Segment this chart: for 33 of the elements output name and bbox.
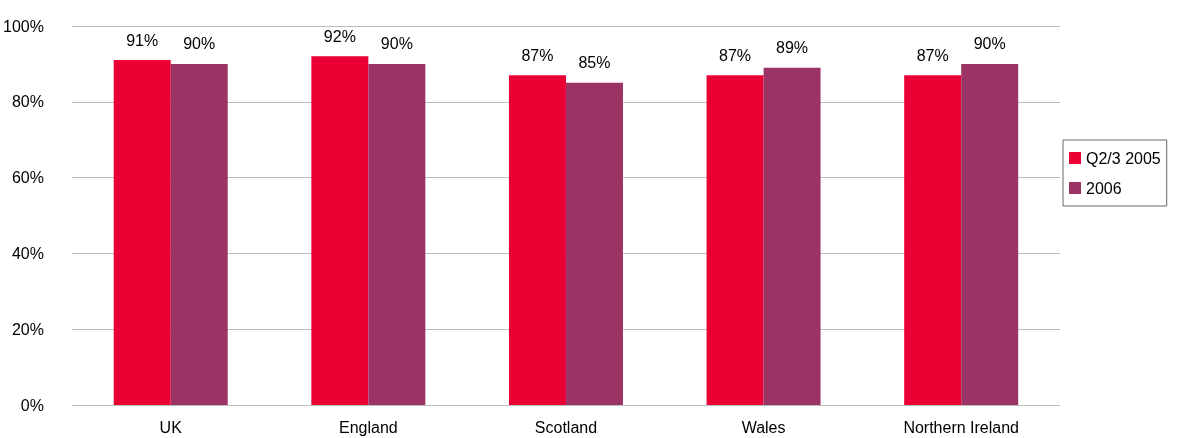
y-tick-label: 60% [11,169,44,187]
y-tick-label: 0% [20,396,44,414]
bar [508,75,566,405]
x-tick-label: England [338,418,398,436]
data-label: 91% [126,31,159,49]
y-tick-label: 40% [11,244,44,262]
data-label: 90% [973,35,1006,53]
legend-label: Q2/3 2005 [1086,149,1161,167]
x-tick-label: Scotland [534,418,598,436]
data-label: 87% [521,46,554,64]
data-label: 92% [323,27,356,45]
data-label: 85% [578,54,611,72]
data-label: 90% [380,35,413,53]
legend-label: 2006 [1086,179,1122,197]
bar [706,75,764,405]
bar [961,63,1019,405]
bar [763,67,821,405]
bar [311,56,369,405]
y-tick-label: 80% [11,93,44,111]
bar [113,60,171,405]
x-tick-label: Wales [741,418,786,436]
data-label: 87% [916,46,949,64]
data-label: 87% [719,46,752,64]
bar [368,63,426,405]
bar [565,82,623,405]
data-label: 89% [776,39,809,57]
y-tick-label: 100% [3,17,44,35]
bar [904,75,962,405]
x-tick-label: UK [159,418,183,436]
x-tick-label: Northern Ireland [903,418,1019,436]
y-tick-label: 20% [11,320,44,338]
bar [170,63,228,405]
data-label: 90% [183,35,216,53]
